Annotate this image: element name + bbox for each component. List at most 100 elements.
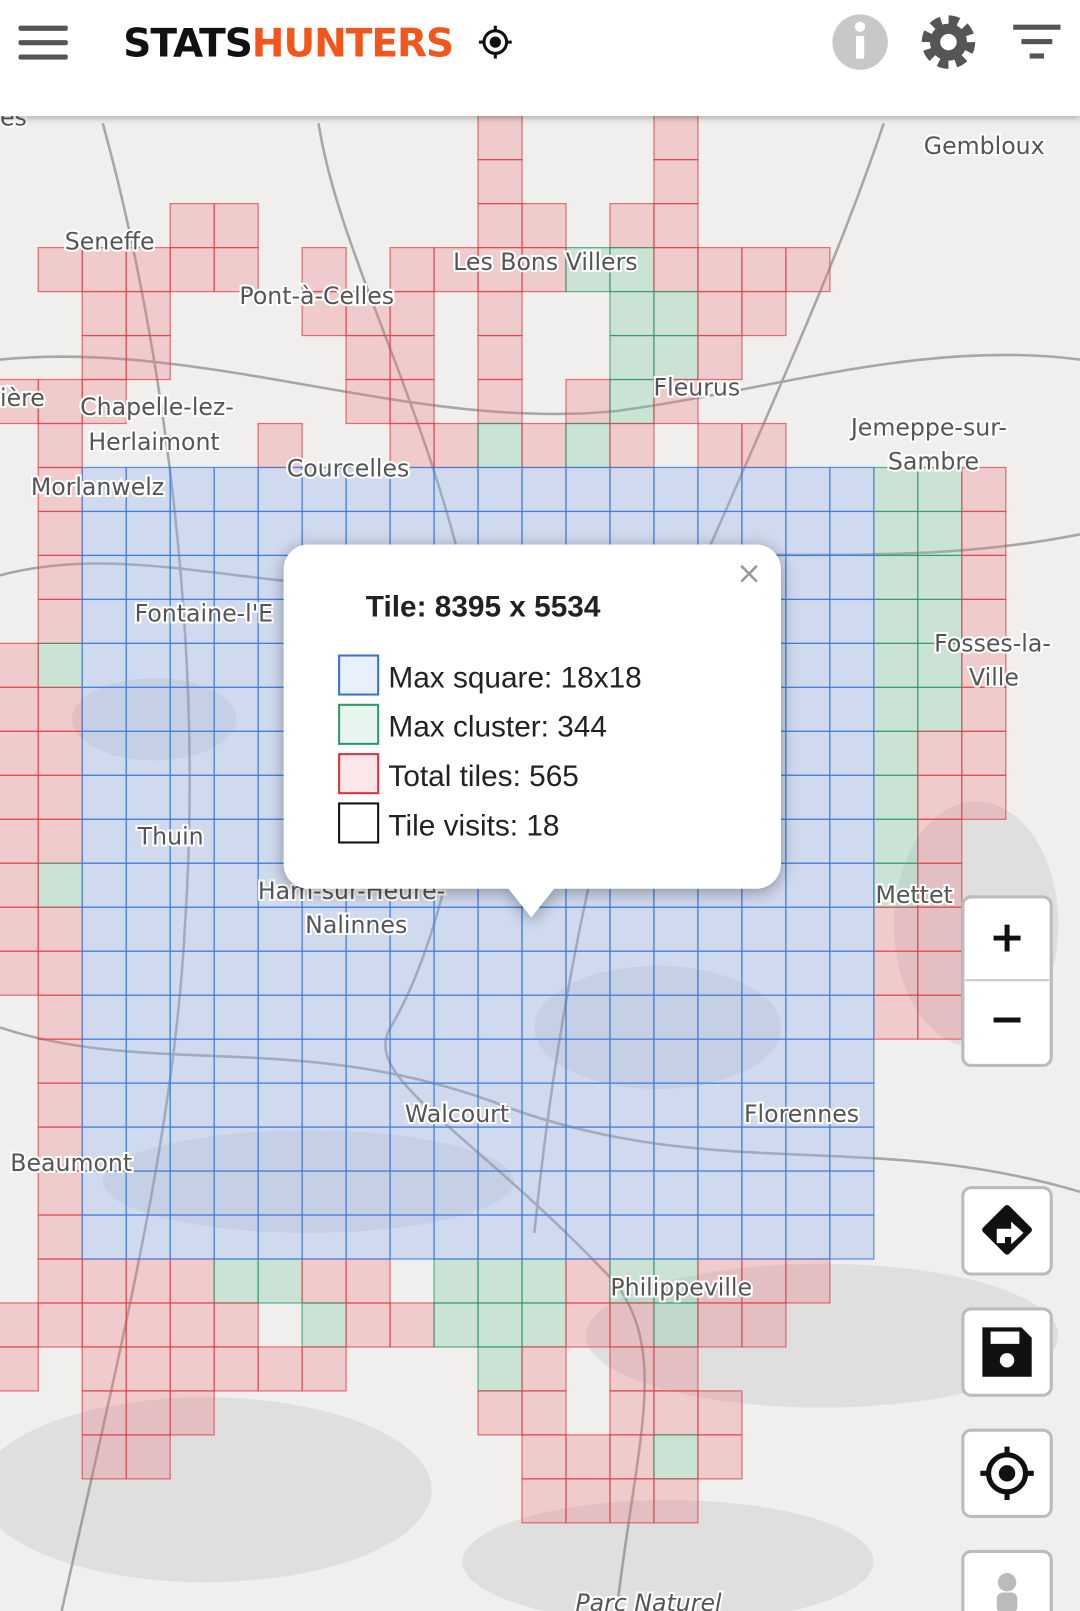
max-square-tile bbox=[433, 1170, 479, 1216]
max-square-tile bbox=[565, 1082, 611, 1128]
legend-label: Total tiles: 565 bbox=[388, 760, 578, 793]
max-square-tile bbox=[257, 1214, 303, 1260]
max-square-tile bbox=[477, 1126, 523, 1172]
max-square-tile bbox=[741, 1214, 787, 1260]
max-square-tile bbox=[169, 1082, 215, 1128]
max-square-tile bbox=[785, 950, 831, 996]
tile bbox=[37, 642, 83, 688]
max-square-tile bbox=[741, 466, 787, 513]
tile bbox=[653, 1478, 699, 1524]
max-square-tile bbox=[213, 862, 259, 908]
tile bbox=[697, 1302, 743, 1348]
tile bbox=[0, 686, 39, 732]
tile bbox=[697, 334, 743, 381]
locate-button[interactable] bbox=[961, 1428, 1053, 1519]
max-square-tile bbox=[477, 466, 523, 513]
place-label: Jemeppe-sur- bbox=[849, 414, 1007, 442]
max-square-tile bbox=[697, 1038, 743, 1084]
max-square-tile bbox=[81, 1170, 127, 1216]
filter-button[interactable] bbox=[1013, 24, 1061, 59]
max-square-tile bbox=[785, 642, 831, 688]
max-square-tile bbox=[169, 1126, 215, 1172]
tile bbox=[521, 1390, 567, 1436]
tile bbox=[125, 1434, 171, 1480]
tile bbox=[125, 1302, 171, 1348]
max-square-tile bbox=[169, 686, 215, 732]
tile bbox=[961, 774, 1007, 820]
max-square-tile bbox=[829, 774, 875, 820]
tile bbox=[961, 598, 1007, 644]
brand-icon bbox=[478, 25, 512, 59]
max-square-tile bbox=[477, 1082, 523, 1128]
tile bbox=[961, 642, 1007, 688]
tile bbox=[301, 290, 347, 337]
tile bbox=[521, 1434, 567, 1480]
max-square-tile bbox=[125, 1038, 171, 1084]
tile bbox=[37, 818, 83, 864]
max-square-tile bbox=[81, 862, 127, 908]
tile bbox=[917, 642, 963, 688]
max-square-tile bbox=[169, 510, 215, 557]
tile bbox=[37, 730, 83, 776]
menu-button[interactable] bbox=[18, 25, 68, 60]
max-square-tile bbox=[653, 1170, 699, 1216]
max-square-tile bbox=[521, 950, 567, 996]
tile bbox=[433, 246, 479, 293]
max-square-tile bbox=[741, 950, 787, 996]
place-label: Ville bbox=[969, 663, 1019, 691]
tile bbox=[653, 1346, 699, 1392]
max-square-tile bbox=[213, 994, 259, 1040]
tile bbox=[873, 994, 919, 1040]
max-square-tile bbox=[301, 1126, 347, 1172]
save-button[interactable] bbox=[961, 1307, 1053, 1397]
max-square-tile bbox=[345, 950, 391, 996]
max-square-tile bbox=[697, 906, 743, 952]
popup-close[interactable]: × bbox=[736, 556, 762, 592]
info-button[interactable] bbox=[832, 14, 888, 70]
max-square-tile bbox=[81, 774, 127, 820]
max-square-tile bbox=[785, 730, 831, 776]
max-square-tile bbox=[785, 774, 831, 820]
tile bbox=[653, 334, 699, 381]
zoom-in[interactable]: + bbox=[989, 912, 1025, 962]
max-square-tile bbox=[213, 1170, 259, 1216]
max-square-tile bbox=[301, 1082, 347, 1128]
legend-swatch bbox=[338, 802, 380, 844]
tile bbox=[213, 1346, 259, 1392]
max-square-tile bbox=[785, 906, 831, 952]
settings-button[interactable] bbox=[921, 15, 976, 69]
tile bbox=[169, 1258, 215, 1304]
max-square-tile bbox=[785, 686, 831, 732]
tile bbox=[653, 1302, 699, 1348]
tile bbox=[565, 422, 611, 469]
tile bbox=[81, 1390, 127, 1436]
max-square-tile bbox=[565, 1126, 611, 1172]
max-square-tile bbox=[81, 818, 127, 864]
zoom-out[interactable]: − bbox=[989, 995, 1025, 1045]
max-square-tile bbox=[257, 1082, 303, 1128]
place-labels: Gembloux Seneffe Les Bons Villers Pont-à… bbox=[0, 101, 1053, 1611]
max-square-tile bbox=[389, 1214, 435, 1260]
tile bbox=[873, 774, 919, 820]
max-square-tile bbox=[125, 994, 171, 1040]
max-square-tile bbox=[829, 1214, 875, 1260]
max-square-tile bbox=[785, 818, 831, 864]
tile bbox=[917, 994, 963, 1040]
max-square-tile bbox=[785, 1170, 831, 1216]
tile bbox=[477, 203, 523, 249]
max-square-tile bbox=[169, 1170, 215, 1216]
max-square-tile bbox=[389, 950, 435, 996]
tile bbox=[301, 1302, 347, 1348]
max-square-tile bbox=[829, 730, 875, 776]
brand: STATSHUNTERS bbox=[123, 22, 453, 67]
streetview-button[interactable] bbox=[961, 1549, 1053, 1611]
place-label: Beaumont bbox=[10, 1149, 132, 1177]
max-square-tile bbox=[213, 686, 259, 732]
max-square-tile bbox=[257, 906, 303, 952]
max-square-tile bbox=[697, 1214, 743, 1260]
max-square-tile bbox=[389, 466, 435, 513]
route-button[interactable] bbox=[961, 1186, 1053, 1276]
tile bbox=[389, 1302, 435, 1348]
tile bbox=[37, 422, 83, 469]
